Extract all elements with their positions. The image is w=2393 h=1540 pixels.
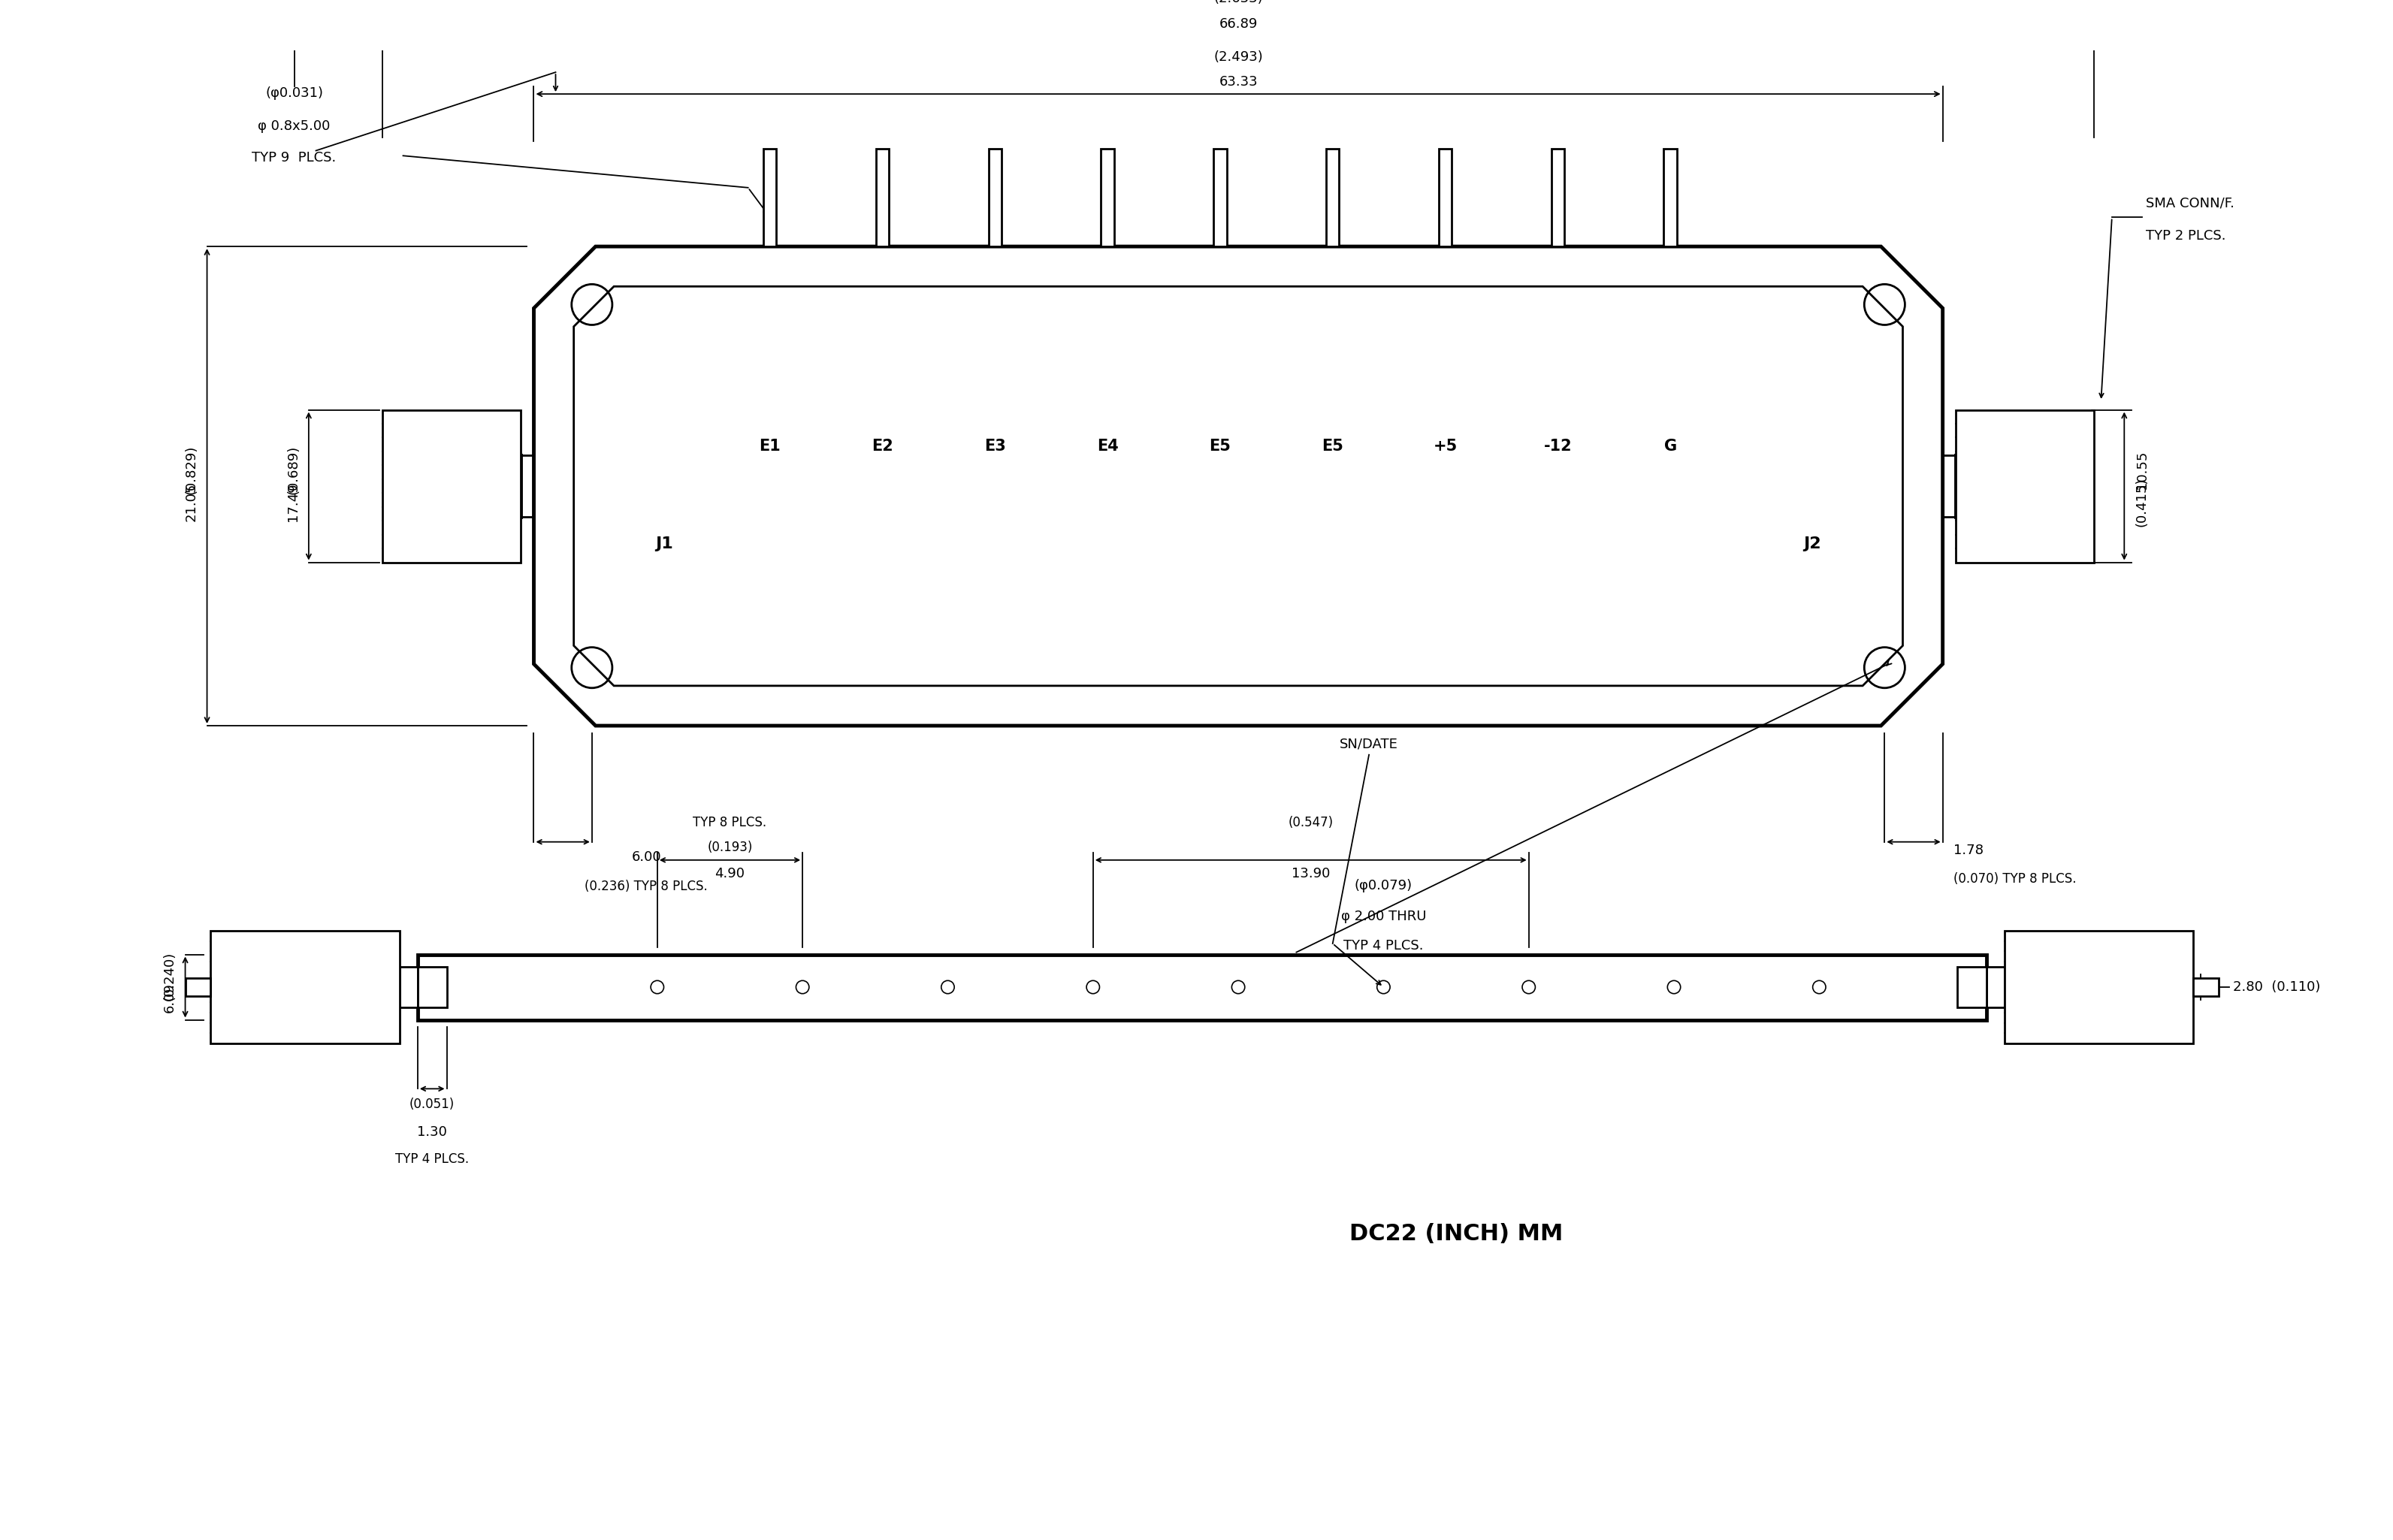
Text: (0.689): (0.689) (287, 445, 299, 494)
Text: TYP 4 PLCS.: TYP 4 PLCS. (1342, 939, 1424, 952)
Text: -12: -12 (1543, 439, 1572, 454)
Text: 6.09: 6.09 (163, 983, 177, 1013)
Text: +5: +5 (1433, 439, 1457, 454)
Bar (876, 148, 888, 246)
Text: 4.90: 4.90 (716, 867, 744, 881)
Text: SN/DATE: SN/DATE (1340, 738, 1398, 752)
Text: E4: E4 (1096, 439, 1118, 454)
Bar (1955, 410, 2094, 562)
Text: 2.80  (0.110): 2.80 (0.110) (2233, 981, 2321, 993)
Text: (0.547): (0.547) (1287, 816, 1333, 830)
Bar (1986, 967, 2005, 1007)
Text: E3: E3 (984, 439, 1005, 454)
Text: 13.90: 13.90 (1292, 867, 1331, 881)
Text: 1.30: 1.30 (416, 1126, 447, 1138)
Bar (988, 148, 1003, 246)
Text: (0.829): (0.829) (184, 445, 199, 494)
Text: (2.633): (2.633) (1213, 0, 1264, 6)
Text: 17.49: 17.49 (287, 482, 299, 522)
Text: φ 0.8x5.00: φ 0.8x5.00 (258, 120, 330, 132)
Text: (0.240): (0.240) (163, 952, 177, 1001)
Bar (400, 967, 419, 1007)
Text: φ 2.00 THRU: φ 2.00 THRU (1340, 910, 1426, 922)
Bar (184, 978, 211, 996)
Text: (0.051): (0.051) (409, 1098, 455, 1110)
Text: 21.05: 21.05 (184, 482, 199, 522)
Bar (1326, 148, 1340, 246)
Text: J2: J2 (1802, 536, 1821, 551)
Text: E1: E1 (759, 439, 780, 454)
Bar (211, 930, 400, 1044)
Bar (1101, 148, 1115, 246)
Bar (419, 955, 1986, 1019)
Text: SMA CONN/F.: SMA CONN/F. (2147, 197, 2235, 209)
Text: 10.55: 10.55 (2135, 451, 2149, 490)
Bar (1663, 148, 1677, 246)
Bar (763, 148, 775, 246)
Bar (1438, 148, 1453, 246)
Text: 66.89: 66.89 (1218, 17, 1259, 31)
Bar (383, 410, 522, 562)
Text: (φ0.079): (φ0.079) (1354, 879, 1412, 893)
Text: TYP 8 PLCS.: TYP 8 PLCS. (694, 816, 766, 830)
Text: (0.236) TYP 8 PLCS.: (0.236) TYP 8 PLCS. (584, 879, 708, 893)
Text: 1.78: 1.78 (1953, 844, 1984, 856)
Text: DC22 (INCH) MM: DC22 (INCH) MM (1350, 1223, 1563, 1244)
Text: TYP 2 PLCS.: TYP 2 PLCS. (2147, 229, 2225, 243)
Bar (1957, 967, 1986, 1007)
Text: E2: E2 (871, 439, 893, 454)
Text: E5: E5 (1208, 439, 1230, 454)
Text: 63.33: 63.33 (1218, 75, 1259, 89)
Text: (0.070) TYP 8 PLCS.: (0.070) TYP 8 PLCS. (1953, 872, 2077, 886)
Bar (2194, 978, 2218, 996)
Polygon shape (534, 246, 1943, 725)
Bar (2005, 930, 2194, 1044)
Bar (1551, 148, 1565, 246)
Bar (419, 967, 447, 1007)
Text: E5: E5 (1321, 439, 1342, 454)
Text: (0.193): (0.193) (708, 841, 751, 855)
Text: (0.415): (0.415) (2135, 477, 2149, 527)
Text: TYP 4 PLCS.: TYP 4 PLCS. (395, 1152, 469, 1166)
Text: 6.00: 6.00 (632, 850, 660, 864)
Text: (2.493): (2.493) (1213, 49, 1264, 63)
Text: TYP 9  PLCS.: TYP 9 PLCS. (251, 151, 337, 165)
Text: J1: J1 (656, 536, 672, 551)
Bar (1213, 148, 1228, 246)
Text: (φ0.031): (φ0.031) (266, 86, 323, 100)
Text: G: G (1663, 439, 1677, 454)
